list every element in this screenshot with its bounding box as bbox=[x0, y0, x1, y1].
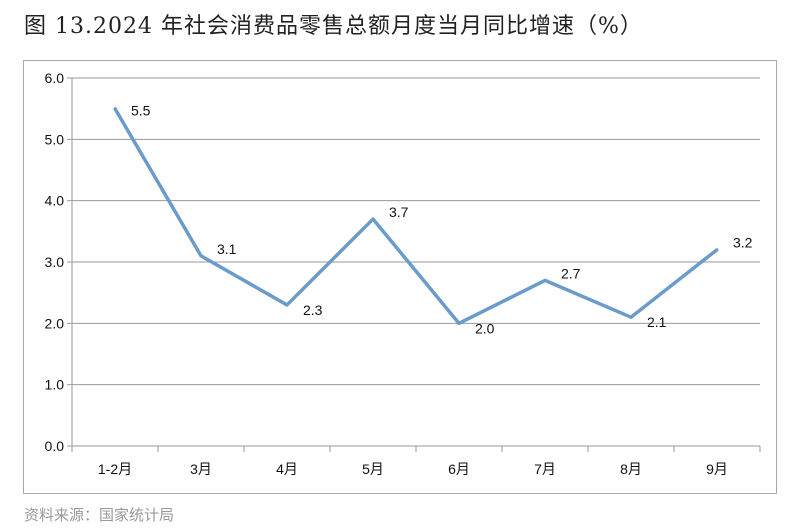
y-tick-label: 6.0 bbox=[45, 70, 65, 86]
data-point bbox=[457, 321, 461, 325]
y-tick-label: 2.0 bbox=[45, 315, 65, 331]
chart-frame bbox=[23, 60, 777, 494]
x-tick-label: 8月 bbox=[620, 461, 642, 477]
data-point bbox=[543, 278, 547, 282]
data-label: 3.1 bbox=[217, 241, 237, 257]
x-tick-label: 4月 bbox=[276, 461, 298, 477]
x-tick-label: 3月 bbox=[190, 461, 212, 477]
data-label: 2.1 bbox=[647, 314, 667, 330]
y-tick-label: 4.0 bbox=[45, 193, 65, 209]
data-point bbox=[113, 107, 117, 111]
data-label: 2.7 bbox=[561, 265, 581, 281]
data-label: 2.0 bbox=[475, 320, 495, 336]
data-point bbox=[371, 217, 375, 221]
x-tick-label: 1-2月 bbox=[98, 461, 132, 477]
y-tick-label: 1.0 bbox=[45, 377, 65, 393]
y-tick-label: 3.0 bbox=[45, 254, 65, 270]
chart-title: 图 13.2024 年社会消费品零售总额月度当月同比增速（%） bbox=[24, 14, 643, 39]
data-label: 2.3 bbox=[303, 302, 323, 318]
data-label: 5.5 bbox=[131, 103, 151, 119]
y-tick-label: 5.0 bbox=[45, 131, 65, 147]
x-tick-label: 6月 bbox=[448, 461, 470, 477]
x-tick-label: 7月 bbox=[534, 461, 556, 477]
x-tick-label: 5月 bbox=[362, 461, 384, 477]
data-point bbox=[285, 303, 289, 307]
data-point bbox=[199, 254, 203, 258]
y-tick-label: 0.0 bbox=[45, 438, 65, 454]
data-label: 3.2 bbox=[733, 235, 753, 251]
data-point bbox=[715, 248, 719, 252]
data-point bbox=[629, 315, 633, 319]
data-label: 3.7 bbox=[389, 204, 409, 220]
source-note: 资料来源：国家统计局 bbox=[24, 506, 175, 524]
x-tick-label: 9月 bbox=[706, 461, 728, 477]
series-line bbox=[113, 107, 719, 326]
